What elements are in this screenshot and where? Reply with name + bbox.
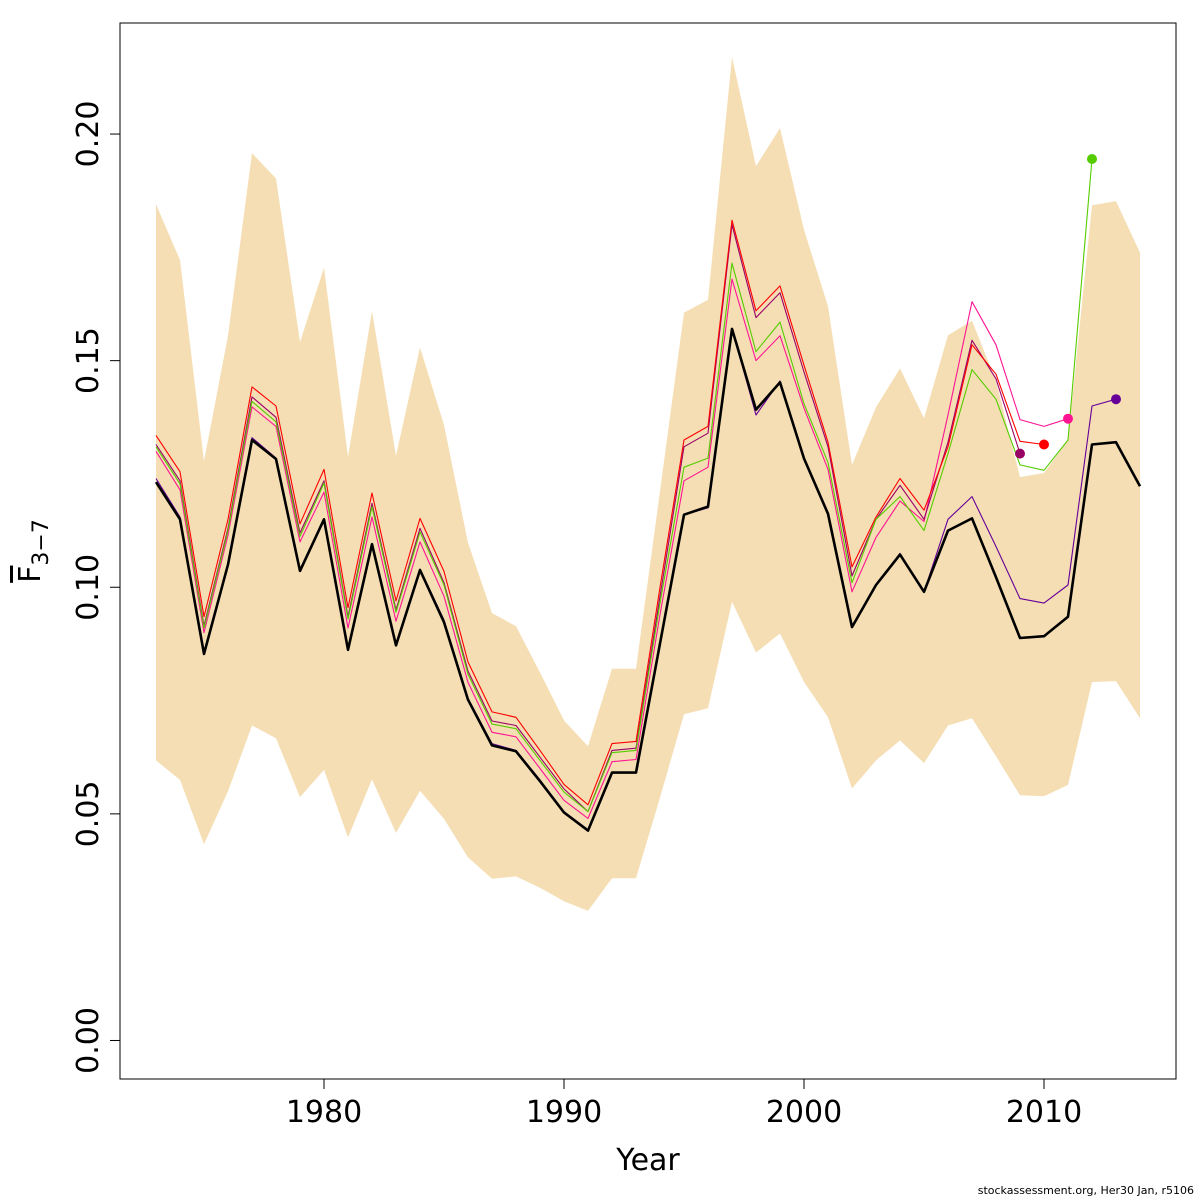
y-axis-title: F3−7 [13, 519, 54, 583]
y-axis-title-main: F [13, 566, 48, 583]
endpoint-markers-layer [1015, 154, 1121, 459]
endpoint-marker-4 [1111, 394, 1121, 405]
y-tick-label-group: 0.00 [71, 1007, 106, 1074]
footer-credit: stockassessment.org, Her30 Jan, r5106 [977, 1184, 1194, 1197]
y-tick-label-group: 0.15 [71, 327, 106, 394]
y-axis: 0.00 0.05 0.10 0.15 0.20 [71, 101, 121, 1074]
endpoint-marker-3 [1087, 154, 1097, 164]
x-tick-label: 2010 [1006, 1095, 1082, 1130]
series-line-0 [155, 278, 1069, 819]
series-line-5 [154, 327, 1142, 832]
x-tick-label: 2000 [766, 1095, 842, 1130]
endpoint-marker-0 [1015, 448, 1025, 459]
y-tick-label: 0.15 [71, 327, 106, 394]
confidence-band-layer [156, 57, 1140, 911]
y-tick-label-group: 0.05 [71, 781, 106, 848]
y-tick-label: 0.05 [71, 781, 106, 848]
y-tick-label: 0.10 [71, 554, 106, 621]
series-line-3 [155, 158, 1093, 813]
endpoint-marker-1 [1039, 439, 1049, 450]
endpoint-marker-2 [1063, 413, 1073, 424]
confidence-band [156, 57, 1140, 911]
series-lines-layer [154, 158, 1142, 832]
y-tick-label: 0.20 [71, 101, 106, 168]
x-axis-title: Year [615, 1143, 680, 1178]
x-tick-label: 1990 [526, 1095, 602, 1130]
y-tick-label: 0.00 [71, 1007, 106, 1074]
series-line-2 [155, 219, 1045, 806]
y-tick-label-group: 0.20 [71, 101, 106, 168]
x-axis: 1980 1990 2000 2010 [286, 1078, 1082, 1130]
y-tick-label-group: 0.10 [71, 554, 106, 621]
svg-text:F3−7: F3−7 [13, 519, 54, 583]
x-tick-label: 1980 [286, 1095, 362, 1130]
y-axis-title-subscript: 3−7 [29, 519, 54, 565]
